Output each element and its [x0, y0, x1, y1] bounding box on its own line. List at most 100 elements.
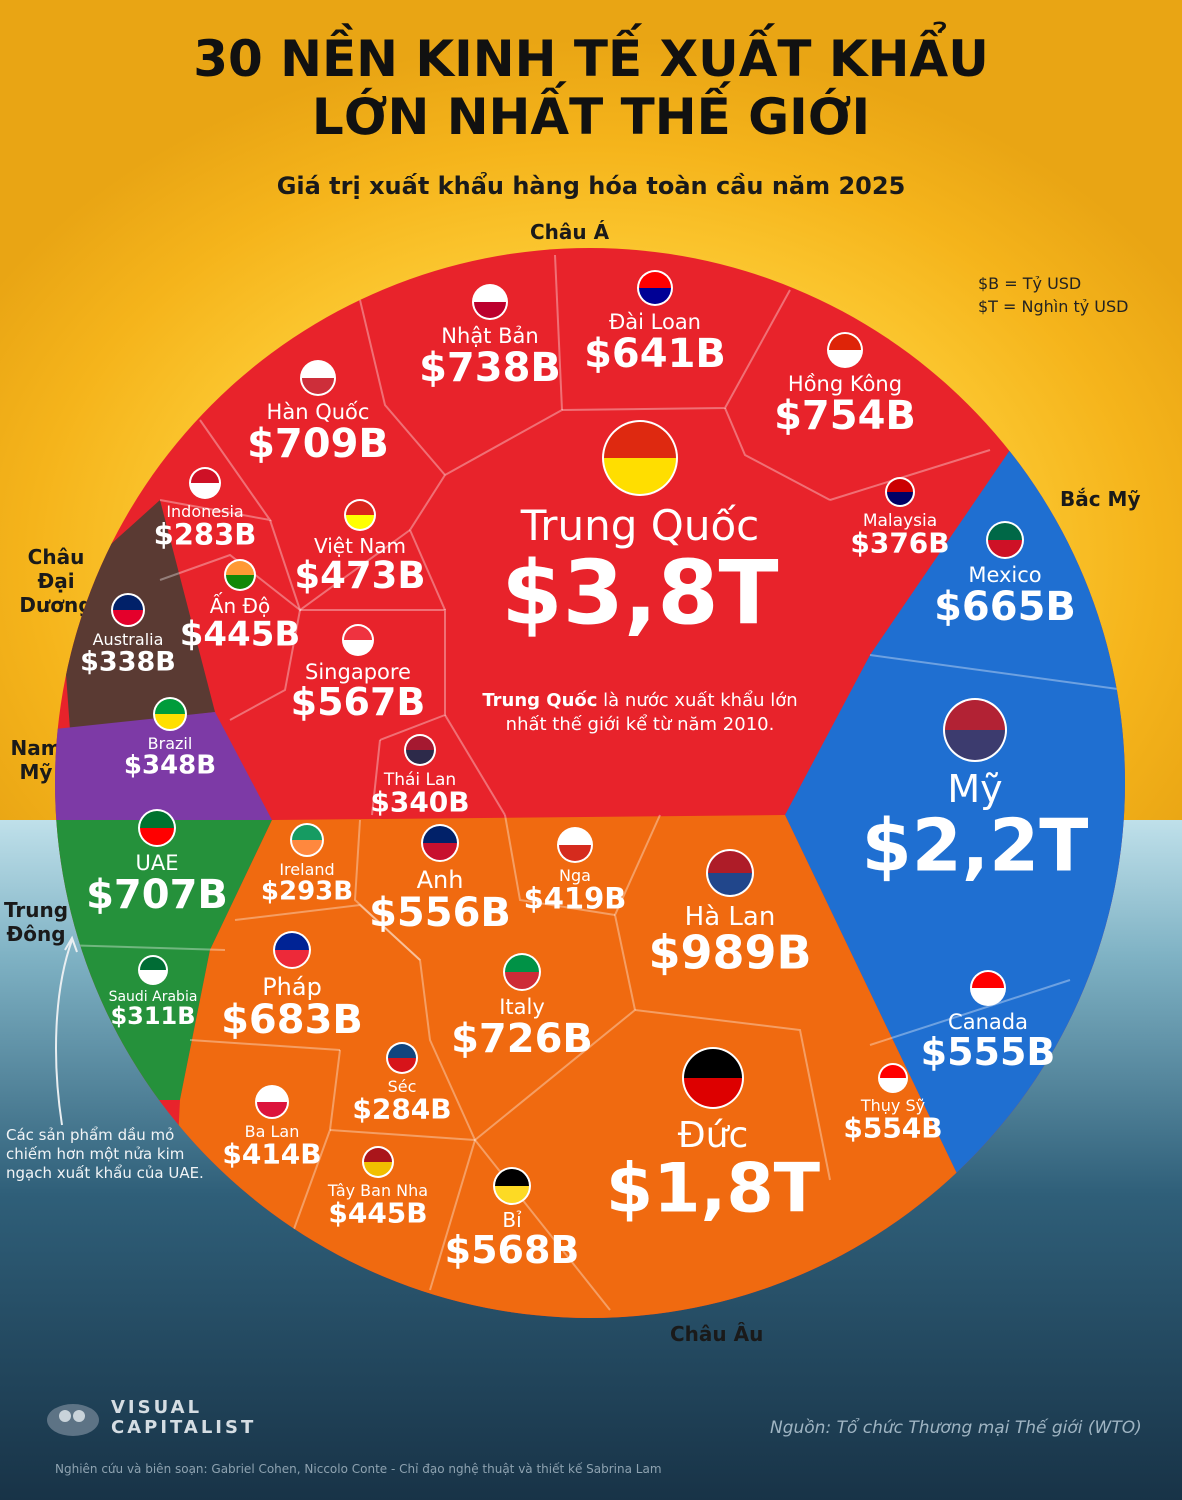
country-name: Séc	[388, 1077, 417, 1096]
flag-icon-bottom	[191, 483, 219, 497]
flag-icon-top	[344, 626, 372, 640]
country-cell-2: Nhật Bản$738B	[419, 284, 561, 391]
flag-icon-top	[257, 1087, 287, 1102]
country-cell-30: Thụy Sỹ$554B	[843, 1063, 943, 1145]
flag-icon-bottom	[364, 1162, 392, 1176]
flag-icon-bottom	[972, 988, 1004, 1004]
country-cell-17: UAE$707B	[86, 809, 228, 918]
country-cell-24: Italy$726B	[451, 953, 593, 1062]
flag-icon-top	[140, 811, 174, 828]
country-value: $445B	[328, 1197, 427, 1230]
flag-icon-top	[423, 826, 457, 843]
country-value: $284B	[352, 1093, 451, 1126]
unit-legend: $B = Tỷ USD $T = Nghìn tỷ USD	[978, 272, 1128, 318]
sector-europe	[160, 815, 960, 1318]
flag-icon-top	[604, 422, 676, 458]
country-cell-20: Anh$556B	[369, 824, 511, 936]
flag-icon-bottom	[388, 1058, 416, 1072]
country-cell-5: Hàn Quốc$709B	[247, 360, 389, 467]
page-subtitle: Giá trị xuất khẩu hàng hóa toàn cầu năm …	[276, 172, 906, 200]
country-cell-7: Việt Nam$473B	[294, 499, 426, 597]
country-value: $311B	[110, 1002, 195, 1030]
china-note-line-1: Trung Quốc là nước xuất khẩu lớn	[482, 690, 797, 711]
flag-icon-top	[829, 334, 861, 350]
country-name: Đức	[678, 1115, 749, 1156]
country-value: $414B	[222, 1138, 321, 1171]
flag-icon-bottom	[292, 840, 322, 855]
flag-icon-top	[302, 362, 334, 378]
country-cell-28: Bỉ$568B	[445, 1167, 579, 1272]
country-value: $338B	[80, 647, 176, 678]
country-cell-8: Malaysia$376B	[850, 477, 950, 560]
country-value: $738B	[419, 345, 561, 391]
note-arrow-icon	[55, 935, 78, 1126]
country-name: Ba Lan	[245, 1122, 300, 1141]
country-name: Mexico	[968, 563, 1041, 587]
country-value: $707B	[86, 872, 228, 918]
flag-icon-bottom	[346, 515, 374, 529]
title-line-1: 30 NỀN KINH TẾ XUẤT KHẨU	[193, 30, 989, 88]
country-cell-3: Đài Loan$641B	[584, 270, 726, 377]
country-name: Thái Lan	[383, 770, 456, 790]
country-name: Bỉ	[502, 1208, 522, 1232]
flag-icon-bottom	[140, 828, 174, 845]
credit-text: Nghiên cứu và biên soạn: Gabriel Cohen, …	[55, 1462, 662, 1476]
country-name: Tây Ban Nha	[327, 1181, 428, 1200]
country-value: $445B	[180, 614, 301, 654]
cell-borders	[59, 254, 1125, 1311]
flag-icon-top	[988, 523, 1022, 540]
country-name: Trung Quốc	[520, 501, 759, 550]
flag-icon-top	[972, 972, 1004, 988]
country-value: $726B	[451, 1016, 593, 1062]
country-name: Ireland	[279, 860, 334, 879]
flag-icon-top	[364, 1148, 392, 1162]
flag-icon-bottom	[140, 970, 166, 983]
flag-icon-bottom	[155, 714, 185, 729]
flag-icon-top	[388, 1044, 416, 1058]
region-label-europe: Châu Âu	[670, 1322, 764, 1346]
country-cell-27: Tây Ban Nha$445B	[327, 1146, 428, 1230]
country-name: Australia	[93, 630, 164, 649]
flag-icon-bottom	[423, 843, 457, 860]
country-value: $989B	[648, 926, 811, 980]
country-value: $754B	[774, 393, 916, 439]
country-value: $709B	[247, 421, 389, 467]
country-value: $683B	[221, 997, 363, 1043]
flag-icon-bottom	[945, 730, 1005, 760]
flag-icon-top	[275, 933, 309, 950]
source-text: Nguồn: Tổ chức Thương mại Thế giới (WTO)	[770, 1418, 1142, 1438]
flag-icon-top	[684, 1049, 742, 1078]
flag-icon-bottom	[406, 750, 434, 764]
visual-capitalist-logo-icon	[47, 1404, 99, 1436]
flag-icon-bottom	[880, 1078, 906, 1091]
country-value: $419B	[524, 882, 627, 916]
region-label-oceania: Châu Đại Dương	[19, 545, 93, 617]
country-cell-16: Brazil$348B	[124, 697, 216, 781]
flag-icon-bottom	[226, 575, 254, 589]
flag-icon-bottom	[604, 458, 676, 494]
flag-icon-top	[708, 851, 752, 873]
country-name: Brazil	[148, 734, 193, 753]
country-value: $665B	[934, 584, 1076, 630]
country-name: Ấn Độ	[210, 593, 270, 618]
logo-line-1: VISUAL	[111, 1397, 203, 1418]
country-name: Thụy Sỹ	[860, 1096, 925, 1115]
region-label-south-america: Nam Mỹ	[10, 736, 62, 784]
country-value: $2,2T	[862, 803, 1089, 887]
country-cell-11: Thái Lan$340B	[370, 734, 470, 819]
flag-icon-bottom	[113, 610, 143, 625]
country-cell-13: Mỹ$2,2T	[862, 698, 1089, 887]
country-name: Nga	[559, 866, 591, 885]
country-cell-26: Ba Lan$414B	[222, 1085, 322, 1171]
country-value: $473B	[294, 554, 425, 597]
flag-icon-top	[113, 595, 143, 610]
country-name: Hồng Kông	[788, 372, 902, 396]
logo-line-2: CAPITALIST	[111, 1417, 257, 1438]
country-cell-1: Trung Quốc$3,8T	[501, 420, 779, 645]
country-name: Hà Lan	[685, 902, 776, 932]
country-name: Indonesia	[166, 502, 243, 521]
flag-icon-bottom	[829, 350, 861, 366]
flag-icon-bottom	[708, 873, 752, 895]
flag-icon-bottom	[684, 1078, 742, 1107]
